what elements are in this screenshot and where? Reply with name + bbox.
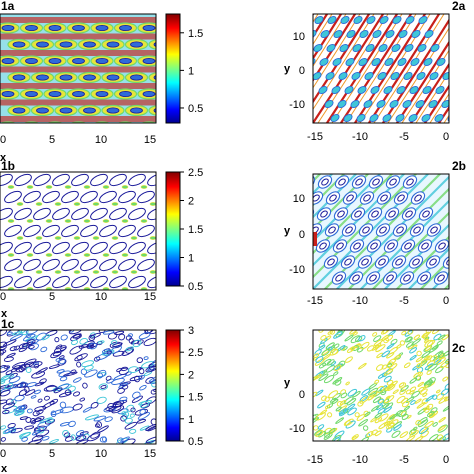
contour-field bbox=[0, 172, 156, 290]
colorbar-1a: 1.5 1 0.5 bbox=[165, 13, 203, 124]
panel-1c: 1c 0 5 10 15 x bbox=[0, 317, 157, 474]
colorbar-tick-label: 1.5 bbox=[188, 28, 203, 40]
x-tick-label: -10 bbox=[352, 131, 368, 143]
y-axis-label: y bbox=[284, 377, 291, 389]
x-tick-label: 10 bbox=[95, 448, 107, 460]
panel-label: 2b bbox=[452, 159, 466, 173]
colorbar-ticks: 2.5 2 1.5 1 0.5 bbox=[180, 167, 203, 293]
x-tick-label: 5 bbox=[49, 134, 55, 146]
panel-2c: 2c 0 -10 y -15 -10 -5 0 bbox=[284, 329, 466, 466]
x-tick-label: 15 bbox=[144, 291, 156, 303]
panel-1b: 1b 0 5 10 15 x bbox=[0, 159, 157, 320]
colorbar-tick-label: 1.5 bbox=[188, 392, 203, 404]
panel-label: 1b bbox=[1, 159, 15, 173]
x-tick-label: 10 bbox=[95, 291, 107, 303]
colorbar-1c: 3 2.5 2 1.5 1 0.5 bbox=[165, 325, 203, 448]
y-tick-label: -10 bbox=[289, 264, 305, 276]
panel-label: 1c bbox=[1, 317, 15, 331]
contour-field bbox=[0, 330, 156, 444]
y-tick-label: -10 bbox=[289, 99, 305, 111]
x-tick-label: 5 bbox=[49, 448, 55, 460]
x-tick-label: -15 bbox=[307, 131, 323, 143]
x-tick-label: -15 bbox=[307, 454, 323, 466]
colorbar-tick-label: 2 bbox=[188, 196, 194, 208]
x-tick-label: -5 bbox=[399, 131, 409, 143]
y-axis-label: y bbox=[284, 63, 291, 75]
y-tick-label: -10 bbox=[289, 423, 305, 435]
contour-field bbox=[313, 14, 449, 123]
x-tick-label: 15 bbox=[144, 134, 156, 146]
colorbar-tick-label: 2.5 bbox=[188, 347, 203, 359]
y-tick-label: 0 bbox=[299, 65, 305, 77]
colorbar-tick-label: 3 bbox=[188, 325, 194, 337]
x-tick-label: 0 bbox=[443, 131, 449, 143]
x-tick-label: -10 bbox=[352, 454, 368, 466]
colorbar-tick-label: 1 bbox=[188, 414, 194, 426]
colorbar-1b: 2.5 2 1.5 1 0.5 bbox=[165, 167, 203, 293]
x-axis-label: x bbox=[0, 152, 7, 164]
colorbar-tick-label: 1 bbox=[188, 65, 194, 77]
x-tick-label: -5 bbox=[399, 454, 409, 466]
y-tick-label: 10 bbox=[293, 31, 305, 43]
y-tick-label: 10 bbox=[293, 193, 305, 205]
colorbar-tick-label: 2.5 bbox=[188, 167, 203, 179]
x-tick-label: -10 bbox=[352, 295, 368, 307]
colorbar-tick-label: 0.5 bbox=[188, 103, 203, 115]
x-axis-label: x bbox=[1, 463, 8, 474]
x-tick-label: 10 bbox=[95, 134, 107, 146]
contour-field bbox=[0, 14, 156, 123]
panel-label: 2a bbox=[452, 0, 466, 13]
y-axis-label: y bbox=[284, 225, 291, 237]
colorbar-tick-label: 0.5 bbox=[188, 436, 203, 448]
y-tick-label: 0 bbox=[299, 229, 305, 241]
x-tick-label: 0 bbox=[0, 134, 6, 146]
x-tick-label: 15 bbox=[144, 448, 156, 460]
colorbar bbox=[165, 171, 181, 287]
panel-2a: 2a 10 0 -10 y -15 -10 -5 0 bbox=[284, 0, 466, 143]
colorbar-tick-label: 0.5 bbox=[188, 281, 203, 293]
x-tick-label: 0 bbox=[0, 448, 6, 460]
x-tick-label: 0 bbox=[443, 295, 449, 307]
x-tick-label: -15 bbox=[307, 295, 323, 307]
colorbar-tick-label: 1 bbox=[188, 253, 194, 265]
x-tick-label: 0 bbox=[443, 454, 449, 466]
panel-2b: 2b 10 0 -10 y -15 -10 -5 0 bbox=[284, 159, 466, 307]
panel-1a: 1a 0 5 10 15 x bbox=[0, 0, 157, 164]
contour-field bbox=[313, 174, 449, 289]
colorbar-ticks: 3 2.5 2 1.5 1 0.5 bbox=[180, 325, 203, 448]
colorbar-tick-label: 2 bbox=[188, 369, 194, 381]
x-tick-label: 5 bbox=[49, 291, 55, 303]
x-axis-label: x bbox=[1, 308, 8, 320]
y-tick-label: 0 bbox=[299, 389, 305, 401]
colorbar-ticks: 1.5 1 0.5 bbox=[180, 28, 203, 115]
x-tick-label: -5 bbox=[399, 295, 409, 307]
colorbar bbox=[165, 329, 181, 442]
panel-label: 1a bbox=[1, 0, 15, 13]
colorbar bbox=[165, 13, 181, 124]
x-tick-label: 0 bbox=[0, 291, 6, 303]
panel-label: 2c bbox=[452, 341, 466, 355]
contour-field bbox=[313, 330, 449, 441]
colorbar-tick-label: 1.5 bbox=[188, 224, 203, 236]
